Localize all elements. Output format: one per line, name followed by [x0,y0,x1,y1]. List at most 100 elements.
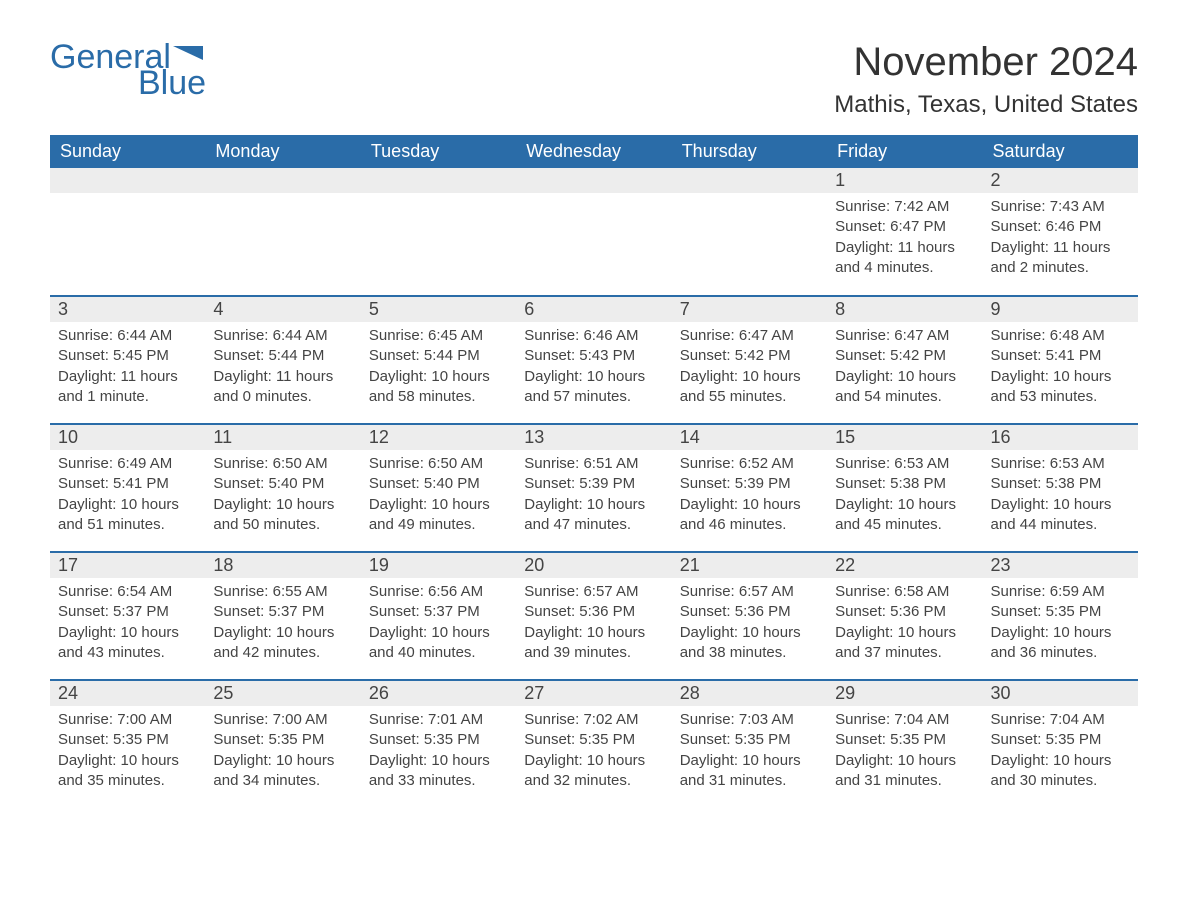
calendar-week: 10 Sunrise: 6:49 AMSunset: 5:41 PM Dayligh… [50,424,1138,552]
calendar-cell: 29Sunrise: 7:04 AMSunset: 5:35 PMDayligh… [827,680,982,808]
day-details: Sunrise: 7:43 AMSunset: 6:46 PMDaylight:… [983,193,1138,282]
calendar-cell: 7Sunrise: 6:47 AMSunset: 5:42 PMDaylight… [672,296,827,424]
day-number: 1 [827,168,982,193]
sunset-text: Sunset: 5:35 PM [213,730,352,750]
daylight-text: Daylight: 10 hours and 36 minutes. [991,623,1130,664]
sunset-text: Sunset: 5:41 PM [58,474,197,494]
calendar-cell: 26Sunrise: 7:01 AMSunset: 5:35 PMDayligh… [361,680,516,808]
day-number: 9 [983,297,1138,322]
daylight-text: Daylight: 10 hours and 34 minutes. [213,751,352,792]
calendar-week: 24Sunrise: 7:00 AMSunset: 5:35 PMDayligh… [50,680,1138,808]
day-details: Sunrise: 6:59 AMSunset: 5:35 PMDaylight:… [983,578,1138,667]
day-header: Wednesday [516,135,671,168]
sunrise-text: Sunrise: 6:53 AM [835,454,974,474]
sunrise-text: Sunrise: 6:53 AM [991,454,1130,474]
day-details: Sunrise: 6:52 AMSunset: 5:39 PMDaylight:… [672,450,827,539]
day-number: 6 [516,297,671,322]
logo: General Blue [50,40,206,100]
day-number: 16 [983,425,1138,450]
day-details: Sunrise: 7:00 AMSunset: 5:35 PMDaylight:… [205,706,360,795]
sunset-text: Sunset: 5:40 PM [213,474,352,494]
sunset-text: Sunset: 5:35 PM [680,730,819,750]
sunset-text: Sunset: 5:45 PM [58,346,197,366]
sunset-text: Sunset: 5:41 PM [991,346,1130,366]
day-number-empty [205,168,360,193]
calendar-cell [361,168,516,296]
sunset-text: Sunset: 5:35 PM [835,730,974,750]
day-number: 29 [827,681,982,706]
sunset-text: Sunset: 5:35 PM [991,602,1130,622]
title-block: November 2024 Mathis, Texas, United Stat… [834,40,1138,119]
calendar-week: 3Sunrise: 6:44 AMSunset: 5:45 PMDaylight… [50,296,1138,424]
day-details: Sunrise: 6:45 AMSunset: 5:44 PMDaylight:… [361,322,516,411]
calendar-cell [50,168,205,296]
calendar-cell: 3Sunrise: 6:44 AMSunset: 5:45 PMDaylight… [50,296,205,424]
calendar-week: 17Sunrise: 6:54 AMSunset: 5:37 PMDayligh… [50,552,1138,680]
day-number: 11 [205,425,360,450]
day-header: Sunday [50,135,205,168]
day-number-empty [50,168,205,193]
sunset-text: Sunset: 5:37 PM [58,602,197,622]
day-number: 7 [672,297,827,322]
sunset-text: Sunset: 5:42 PM [680,346,819,366]
day-details: Sunrise: 6:56 AMSunset: 5:37 PMDaylight:… [361,578,516,667]
sunrise-text: Sunrise: 6:58 AM [835,582,974,602]
day-number: 28 [672,681,827,706]
day-details: Sunrise: 6:47 AMSunset: 5:42 PMDaylight:… [672,322,827,411]
day-number-empty [361,168,516,193]
daylight-text: Daylight: 10 hours and 39 minutes. [524,623,663,664]
daylight-text: Daylight: 10 hours and 47 minutes. [524,495,663,536]
sunset-text: Sunset: 5:39 PM [524,474,663,494]
day-number: 5 [361,297,516,322]
day-number: 13 [516,425,671,450]
calendar-cell: 17Sunrise: 6:54 AMSunset: 5:37 PMDayligh… [50,552,205,680]
daylight-text: Daylight: 10 hours and 35 minutes. [58,751,197,792]
sunset-text: Sunset: 5:36 PM [680,602,819,622]
sunset-text: Sunset: 5:36 PM [524,602,663,622]
calendar-cell: 13Sunrise: 6:51 AMSunset: 5:39 PMDayligh… [516,424,671,552]
sunset-text: Sunset: 5:38 PM [991,474,1130,494]
daylight-text: Daylight: 10 hours and 53 minutes. [991,367,1130,408]
sunrise-text: Sunrise: 6:44 AM [58,326,197,346]
day-details: Sunrise: 6:51 AMSunset: 5:39 PMDaylight:… [516,450,671,539]
sunrise-text: Sunrise: 6:49 AM [58,454,197,474]
calendar-table: Sunday Monday Tuesday Wednesday Thursday… [50,135,1138,808]
day-number: 17 [50,553,205,578]
day-details: Sunrise: 7:42 AMSunset: 6:47 PMDaylight:… [827,193,982,282]
sunset-text: Sunset: 5:36 PM [835,602,974,622]
sunrise-text: Sunrise: 6:46 AM [524,326,663,346]
sunrise-text: Sunrise: 6:50 AM [213,454,352,474]
day-number: 10 [50,425,205,450]
day-details: Sunrise: 6:53 AMSunset: 5:38 PMDaylight:… [827,450,982,539]
calendar-cell: 22Sunrise: 6:58 AMSunset: 5:36 PMDayligh… [827,552,982,680]
day-number: 30 [983,681,1138,706]
calendar-cell: 28Sunrise: 7:03 AMSunset: 5:35 PMDayligh… [672,680,827,808]
sunrise-text: Sunrise: 6:56 AM [369,582,508,602]
day-details: Sunrise: 7:01 AMSunset: 5:35 PMDaylight:… [361,706,516,795]
day-number: 26 [361,681,516,706]
calendar-cell: 16Sunrise: 6:53 AMSunset: 5:38 PMDayligh… [983,424,1138,552]
daylight-text: Daylight: 10 hours and 32 minutes. [524,751,663,792]
day-details: Sunrise: 6:47 AMSunset: 5:42 PMDaylight:… [827,322,982,411]
location: Mathis, Texas, United States [834,91,1138,119]
sunrise-text: Sunrise: 6:55 AM [213,582,352,602]
sunrise-text: Sunrise: 7:03 AM [680,710,819,730]
day-number: 12 [361,425,516,450]
sunrise-text: Sunrise: 7:04 AM [991,710,1130,730]
sunrise-text: Sunrise: 6:44 AM [213,326,352,346]
calendar-cell: 25Sunrise: 7:00 AMSunset: 5:35 PMDayligh… [205,680,360,808]
daylight-text: Daylight: 10 hours and 30 minutes. [991,751,1130,792]
day-number-empty [672,168,827,193]
calendar-cell: 18Sunrise: 6:55 AMSunset: 5:37 PMDayligh… [205,552,360,680]
day-details: Sunrise: 7:02 AMSunset: 5:35 PMDaylight:… [516,706,671,795]
sunrise-text: Sunrise: 6:57 AM [680,582,819,602]
calendar-cell: 1Sunrise: 7:42 AMSunset: 6:47 PMDaylight… [827,168,982,296]
calendar-cell: 27Sunrise: 7:02 AMSunset: 5:35 PMDayligh… [516,680,671,808]
daylight-text: Daylight: 10 hours and 57 minutes. [524,367,663,408]
day-number: 15 [827,425,982,450]
day-details: Sunrise: 6:55 AMSunset: 5:37 PMDaylight:… [205,578,360,667]
day-number: 2 [983,168,1138,193]
day-details: Sunrise: 6:50 AMSunset: 5:40 PMDaylight:… [205,450,360,539]
day-number: 14 [672,425,827,450]
calendar-cell [205,168,360,296]
